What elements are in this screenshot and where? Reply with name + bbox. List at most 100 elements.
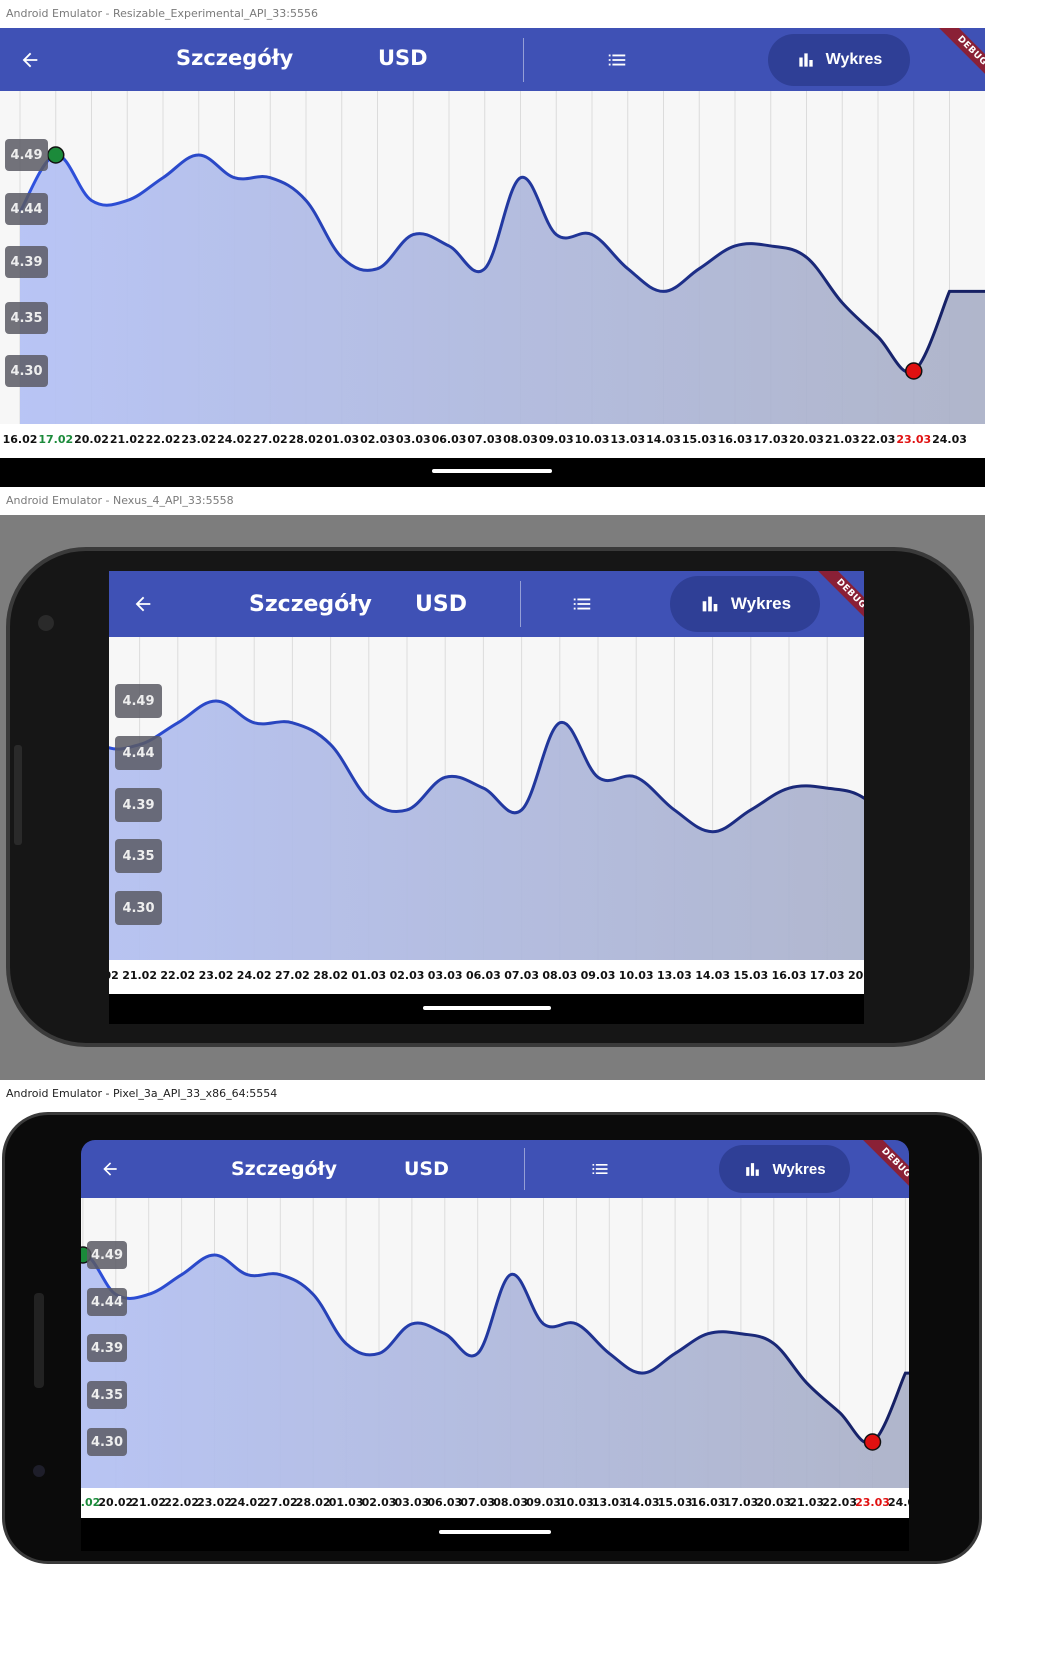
data-point-21.03[interactable] [838, 299, 846, 307]
chart-view-button[interactable]: Wykres [670, 576, 820, 632]
data-point-07.03[interactable] [518, 806, 526, 814]
chart-area[interactable]: 4.49 4.44 4.39 4.35 4.30 [0, 91, 985, 424]
data-point-07.03[interactable] [474, 1349, 482, 1357]
data-point-17.03[interactable] [823, 784, 831, 792]
data-point-01.03[interactable] [365, 795, 373, 803]
x-axis-label: 23.02 [181, 433, 217, 446]
data-point-21.03[interactable] [803, 1379, 811, 1387]
data-point-09.03[interactable] [594, 773, 602, 781]
data-point-10.03[interactable] [572, 1320, 580, 1328]
data-point-10.03[interactable] [588, 231, 596, 239]
x-axis-label: 28.02 [295, 1496, 331, 1509]
data-point-13.03[interactable] [670, 806, 678, 814]
data-point-14.03[interactable] [709, 828, 717, 836]
x-axis-label: 28.02 [288, 433, 324, 446]
data-point-17.03[interactable] [767, 242, 775, 250]
data-point-27.02[interactable] [266, 174, 274, 182]
back-button[interactable] [90, 1149, 130, 1189]
data-point-08.03[interactable] [517, 174, 525, 182]
chart-view-button[interactable]: Wykres [719, 1145, 850, 1193]
data-point-02.03[interactable] [375, 1349, 383, 1357]
list-view-button[interactable] [597, 40, 637, 80]
data-point-27.02[interactable] [276, 1271, 284, 1279]
data-point-27.02[interactable] [288, 719, 296, 727]
data-point-24.02[interactable] [243, 1271, 251, 1279]
data-point-13.03[interactable] [624, 265, 632, 273]
page-title: Szczegóły [249, 592, 372, 617]
app-bar: Szczegóły USD Wykres DEBUG [81, 1140, 909, 1200]
max-point-marker[interactable] [47, 146, 65, 164]
x-axis-label: 08.03 [503, 433, 538, 446]
back-button[interactable] [10, 40, 50, 80]
data-point-07.03[interactable] [481, 265, 489, 273]
debug-banner-text: DEBUG [859, 1140, 909, 1200]
min-point-marker[interactable] [863, 1433, 882, 1451]
x-axis-label: 10.03 [574, 433, 610, 446]
data-point-22.03[interactable] [874, 333, 882, 341]
data-point-16.03[interactable] [704, 1330, 712, 1338]
x-axis-label: 16.03 [771, 969, 807, 982]
data-point-20.03[interactable] [803, 253, 811, 261]
home-gesture-handle[interactable] [432, 469, 552, 473]
data-point-14.03[interactable] [638, 1369, 646, 1377]
data-point-17.03[interactable] [737, 1330, 745, 1338]
data-point-03.03[interactable] [408, 1320, 416, 1328]
chart-area[interactable]: 4.49 4.44 4.39 4.35 4.30 [109, 637, 864, 960]
list-view-button[interactable] [580, 1149, 620, 1189]
data-point-06.03[interactable] [441, 1330, 449, 1338]
data-point-23.02[interactable] [195, 151, 203, 159]
data-point-23.02[interactable] [211, 1251, 219, 1259]
data-point-10.03[interactable] [632, 773, 640, 781]
x-axis-label: 06.03 [427, 1496, 463, 1509]
emulator-screen-pixel3a: Szczegóły USD Wykres DEBUG 4.49 4.44 4.39 4… [0, 1108, 985, 1566]
data-point-16.03[interactable] [731, 242, 739, 250]
chart-view-button[interactable]: Wykres [768, 34, 910, 86]
device-screen: Szczegóły USD Wykres DEBUG 4.49 4.44 4.39 4… [109, 571, 864, 1024]
home-gesture-handle[interactable] [439, 1530, 551, 1534]
data-point-08.03[interactable] [556, 719, 564, 727]
system-nav-bar [0, 458, 985, 487]
data-point-23.02[interactable] [212, 697, 220, 705]
data-point-14.03[interactable] [660, 287, 668, 295]
data-point-28.02[interactable] [309, 1290, 317, 1298]
data-point-20.03[interactable] [770, 1340, 778, 1348]
list-view-button[interactable] [562, 584, 602, 624]
data-point-01.03[interactable] [342, 1340, 350, 1348]
data-point-28.02[interactable] [302, 196, 310, 204]
data-point-08.03[interactable] [507, 1271, 515, 1279]
bar-chart-icon [799, 53, 813, 67]
data-point-22.02[interactable] [178, 1271, 186, 1279]
data-point-24.03[interactable] [946, 287, 954, 295]
chart-area[interactable]: 4.49 4.44 4.39 4.35 4.30 [81, 1198, 909, 1488]
data-point-13.03[interactable] [605, 1349, 613, 1357]
data-point-20.02[interactable] [88, 196, 96, 204]
data-point-02.03[interactable] [374, 265, 382, 273]
data-point-01.03[interactable] [338, 253, 346, 261]
data-point-02.03[interactable] [403, 806, 411, 814]
data-point-24.03[interactable] [901, 1369, 909, 1377]
y-axis-label: 4.44 [115, 736, 162, 770]
back-button[interactable] [123, 584, 163, 624]
data-point-06.03[interactable] [479, 784, 487, 792]
data-point-15.03[interactable] [671, 1349, 679, 1357]
data-point-22.02[interactable] [159, 174, 167, 182]
x-axis-label: 14.03 [646, 433, 681, 446]
data-point-03.03[interactable] [409, 231, 417, 239]
data-point-03.03[interactable] [441, 773, 449, 781]
data-point-21.02[interactable] [123, 196, 131, 204]
home-gesture-handle[interactable] [423, 1006, 551, 1010]
data-point-15.03[interactable] [747, 806, 755, 814]
data-point-24.02[interactable] [250, 719, 258, 727]
data-point-22.02[interactable] [174, 719, 182, 727]
data-point-09.03[interactable] [552, 231, 560, 239]
data-point-22.03[interactable] [836, 1408, 844, 1416]
data-point-06.03[interactable] [445, 242, 453, 250]
device-screen: Szczegóły USD Wykres DEBUG 4.49 4.44 4.39 4… [81, 1140, 909, 1551]
min-point-marker[interactable] [905, 362, 923, 380]
data-point-21.02[interactable] [145, 1290, 153, 1298]
data-point-28.02[interactable] [327, 741, 335, 749]
data-point-16.03[interactable] [785, 784, 793, 792]
data-point-09.03[interactable] [540, 1320, 548, 1328]
data-point-24.02[interactable] [231, 174, 239, 182]
data-point-15.03[interactable] [695, 265, 703, 273]
